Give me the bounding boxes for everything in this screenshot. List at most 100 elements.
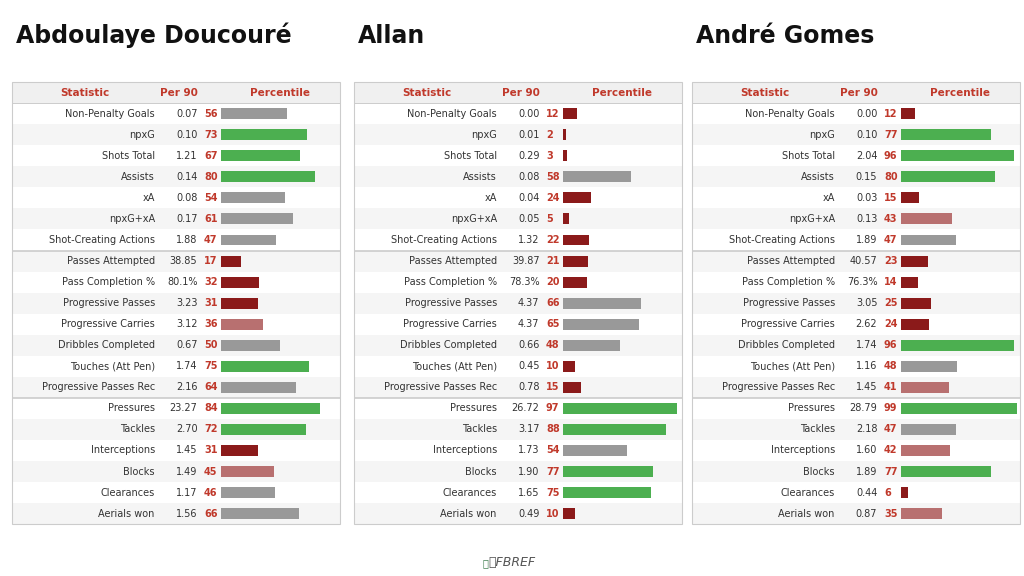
Bar (354, 103, 682, 124)
Bar (692, 314, 1020, 335)
Text: npxG: npxG (129, 130, 155, 140)
Text: Tackles: Tackles (800, 425, 835, 434)
Bar (563, 298, 641, 309)
Bar (901, 424, 956, 435)
Text: Progressive Passes Rec: Progressive Passes Rec (722, 382, 835, 392)
Text: 72: 72 (204, 425, 217, 434)
Text: 47: 47 (884, 425, 897, 434)
Bar (221, 340, 280, 351)
Bar (12, 209, 340, 229)
Text: 2.18: 2.18 (856, 425, 878, 434)
Text: npxG+xA: npxG+xA (451, 214, 497, 224)
Text: 0.08: 0.08 (518, 172, 540, 182)
Bar (354, 251, 682, 272)
Text: Progressive Passes: Progressive Passes (404, 298, 497, 308)
Text: 77: 77 (884, 130, 897, 140)
Text: 25: 25 (884, 298, 897, 308)
Text: 1.45: 1.45 (856, 382, 878, 392)
Text: 88: 88 (546, 425, 560, 434)
Bar (221, 172, 315, 183)
Text: 1.89: 1.89 (856, 235, 878, 245)
Text: 1.60: 1.60 (856, 445, 878, 456)
Text: Per 90: Per 90 (503, 88, 541, 98)
Text: Tackles: Tackles (462, 425, 497, 434)
Text: Shot-Creating Actions: Shot-Creating Actions (49, 235, 155, 245)
Text: 🐦: 🐦 (482, 559, 488, 569)
Text: 3.12: 3.12 (176, 319, 198, 329)
Text: 0.03: 0.03 (856, 193, 878, 203)
Text: Interceptions: Interceptions (770, 445, 835, 456)
Text: 0.14: 0.14 (176, 172, 198, 182)
Bar (692, 293, 1020, 314)
Bar (901, 129, 991, 140)
Text: Progressive Carries: Progressive Carries (403, 319, 497, 329)
Text: Assists: Assists (463, 172, 497, 182)
Text: 0.10: 0.10 (856, 130, 878, 140)
Text: 24: 24 (884, 319, 897, 329)
Text: 1.65: 1.65 (518, 488, 540, 498)
Text: xA: xA (822, 193, 835, 203)
Bar (692, 377, 1020, 398)
Text: 99: 99 (884, 403, 897, 414)
Text: Shots Total: Shots Total (781, 151, 835, 161)
Text: 66: 66 (204, 509, 217, 518)
Text: Pressures: Pressures (108, 403, 155, 414)
Text: 66: 66 (546, 298, 559, 308)
Bar (221, 361, 309, 372)
Text: 80.1%: 80.1% (167, 277, 198, 287)
Text: 23: 23 (884, 256, 897, 266)
Text: 10: 10 (546, 509, 559, 518)
Bar (692, 461, 1020, 482)
Text: Aerials won: Aerials won (440, 509, 497, 518)
Text: Assists: Assists (121, 172, 155, 182)
Bar (221, 445, 258, 456)
Text: 1.74: 1.74 (176, 361, 198, 372)
Text: 1.88: 1.88 (176, 235, 198, 245)
Text: 3.23: 3.23 (176, 298, 198, 308)
Text: Statistic: Statistic (402, 88, 452, 98)
Text: 56: 56 (204, 109, 217, 119)
Text: xA: xA (484, 193, 497, 203)
Bar (12, 503, 340, 524)
Bar (12, 187, 340, 209)
Bar (221, 403, 319, 414)
Bar (12, 103, 340, 124)
Bar (354, 419, 682, 440)
Text: Progressive Passes Rec: Progressive Passes Rec (42, 382, 155, 392)
Text: 67: 67 (204, 151, 217, 161)
Bar (901, 276, 918, 287)
Text: 0.08: 0.08 (176, 193, 198, 203)
Text: 46: 46 (204, 488, 217, 498)
Text: 77: 77 (884, 467, 897, 476)
Text: Passes Attempted: Passes Attempted (67, 256, 155, 266)
Text: Passes Attempted: Passes Attempted (409, 256, 497, 266)
Text: 96: 96 (884, 340, 897, 350)
Text: 35: 35 (884, 509, 897, 518)
Text: 80: 80 (204, 172, 218, 182)
Text: Percentile: Percentile (250, 88, 310, 98)
Text: npxG: npxG (809, 130, 835, 140)
Text: 48: 48 (546, 340, 560, 350)
Text: 4.37: 4.37 (518, 319, 540, 329)
Bar (901, 172, 995, 183)
Bar (692, 398, 1020, 419)
Bar (221, 319, 263, 329)
Bar (354, 187, 682, 209)
Bar (354, 482, 682, 503)
Bar (12, 461, 340, 482)
Text: 0.87: 0.87 (856, 509, 878, 518)
Bar (12, 166, 340, 187)
Text: 1.74: 1.74 (856, 340, 878, 350)
Text: 76.3%: 76.3% (847, 277, 878, 287)
Bar (563, 445, 627, 456)
Text: 75: 75 (546, 488, 559, 498)
Text: 0.05: 0.05 (518, 214, 540, 224)
Text: 5: 5 (546, 214, 553, 224)
Bar (692, 187, 1020, 209)
Text: 12: 12 (884, 109, 897, 119)
Text: Aerials won: Aerials won (98, 509, 155, 518)
Text: Blocks: Blocks (123, 467, 155, 476)
Bar (692, 503, 1020, 524)
Bar (221, 508, 299, 519)
Text: 0.17: 0.17 (176, 214, 198, 224)
